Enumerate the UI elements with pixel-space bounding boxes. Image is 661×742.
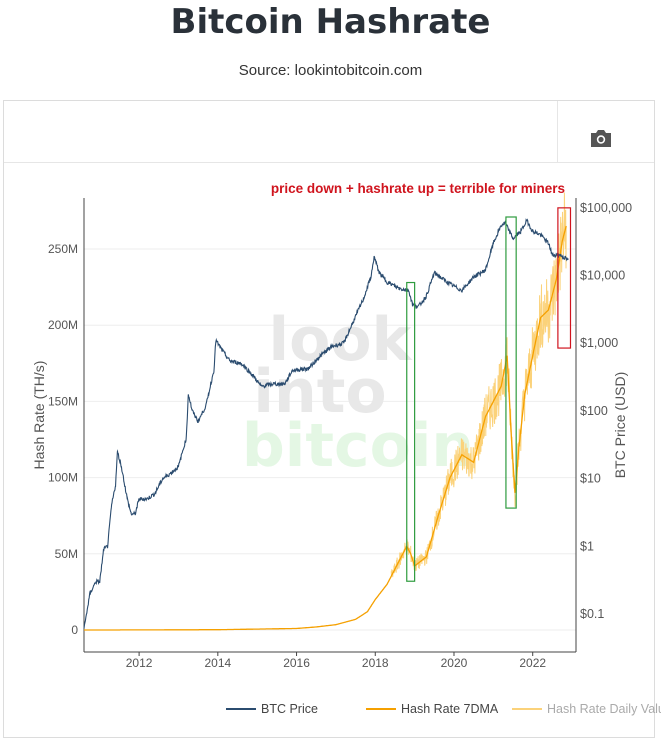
grid-lines	[84, 248, 576, 631]
y2-tick-label: $100,000	[580, 201, 632, 215]
camera-icon[interactable]	[588, 127, 614, 151]
annotation-box	[406, 281, 416, 582]
axes: 0 50M 100M 150M 200M 250M $0.1 $1 $10 $100 $1,000 $…	[48, 198, 632, 670]
y2-tick-label: $100	[580, 404, 608, 418]
annotation-box	[557, 207, 572, 349]
y-tick-label: 200M	[48, 318, 78, 332]
watermark-line-2: into	[253, 357, 386, 427]
chart-source: Source: lookintobitcoin.com	[238, 62, 423, 79]
toolbar-divider	[557, 101, 558, 162]
legend-label: Hash Rate Daily Values	[547, 702, 661, 716]
y-axis-label: Hash Rate (TH/s)	[31, 361, 47, 470]
watermark-line-3: bitcoin	[242, 411, 474, 481]
x-tick-label: 2014	[204, 656, 231, 670]
y2-tick-label: $10	[580, 472, 601, 486]
chart-toolbar	[4, 101, 654, 163]
x-tick-label: 2012	[126, 656, 153, 670]
watermark: look into bitcoin	[242, 305, 474, 481]
series-hash-rate-daily-line	[390, 192, 567, 578]
series-layer	[83, 192, 569, 631]
legend-label: BTC Price	[261, 702, 318, 716]
x-tick-label: 2022	[519, 656, 546, 670]
camera-icon-glyph	[591, 130, 611, 147]
y-tick-label: 0	[71, 623, 78, 637]
legend-label: Hash Rate 7DMA	[401, 702, 499, 716]
y2-tick-label: $0.1	[580, 607, 604, 621]
y2-tick-label: $1,000	[580, 336, 618, 350]
y-tick-label: 150M	[48, 394, 78, 408]
series-btc-price-line	[83, 218, 569, 629]
chart-frame	[3, 100, 655, 738]
chart-title: Bitcoin Hashrate	[170, 2, 491, 42]
x-tick-label: 2018	[362, 656, 389, 670]
y2-axis-label: BTC Price (USD)	[612, 372, 628, 479]
annotation-box	[505, 216, 517, 509]
x-tick-label: 2016	[283, 656, 310, 670]
legend: BTC Price Hash Rate 7DMA Hash Rate Daily V…	[226, 702, 661, 716]
annotation-boxes	[406, 207, 572, 582]
annotation-text: price down + hashrate up = terrible for …	[271, 181, 565, 196]
y2-tick-label: $1	[580, 539, 594, 553]
watermark-line-1: look	[269, 305, 414, 375]
y2-tick-label: $10,000	[580, 269, 625, 283]
y-tick-label: 250M	[48, 242, 78, 256]
series-hash-rate-7dma-line	[84, 225, 567, 631]
y-tick-label: 100M	[48, 471, 78, 485]
y-tick-label: 50M	[55, 547, 78, 561]
x-tick-label: 2020	[441, 656, 468, 670]
